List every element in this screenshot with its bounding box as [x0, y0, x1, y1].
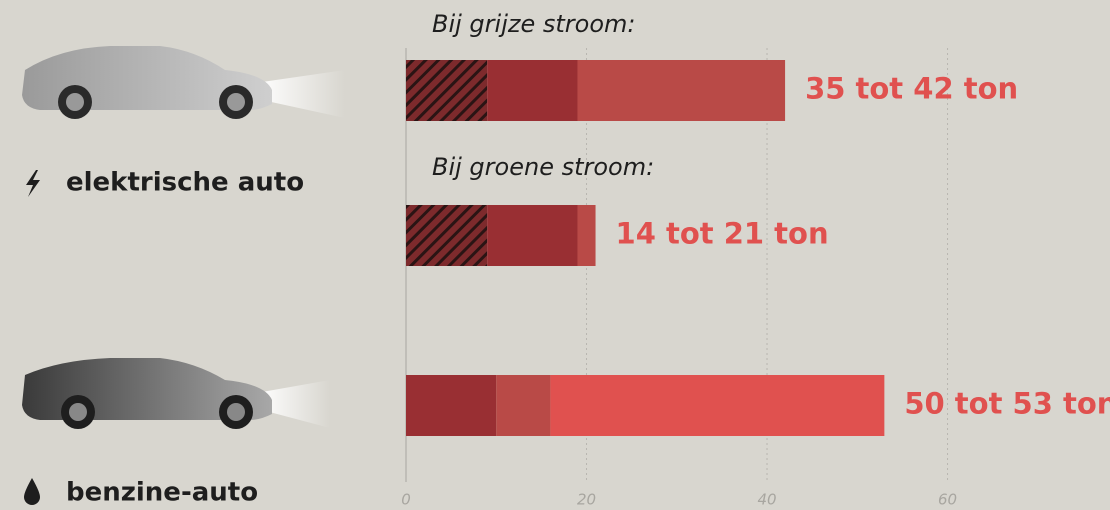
bar-segment: [496, 375, 551, 436]
car-electric: [22, 46, 345, 119]
value-label: 14 tot 21 ton: [616, 217, 829, 251]
bar-segment: [487, 60, 578, 121]
drop-icon: [24, 478, 40, 505]
value-label: 35 tot 42 ton: [805, 72, 1018, 106]
bar-segment: [487, 205, 578, 266]
value-label: 50 tot 53 ton: [904, 387, 1110, 421]
lightning-icon: [26, 170, 40, 197]
bar-segment: [406, 205, 488, 266]
bar-segment: [577, 60, 786, 121]
x-tick-label: 20: [577, 491, 596, 509]
bar-segment: [406, 375, 497, 436]
bar-heading: Bij grijze stroom:: [432, 10, 635, 38]
bar-segment: [577, 205, 596, 266]
x-tick-label: 40: [757, 491, 776, 509]
label: benzine-auto: [66, 478, 258, 508]
x-tick-label: 0: [401, 491, 411, 509]
car-petrol: [22, 358, 330, 429]
label: elektrische auto: [66, 168, 304, 198]
bar-heading: Bij groene stroom:: [432, 153, 654, 181]
bar-segment: [406, 60, 488, 121]
x-tick-label: 60: [938, 491, 957, 509]
bar-segment: [550, 375, 885, 436]
